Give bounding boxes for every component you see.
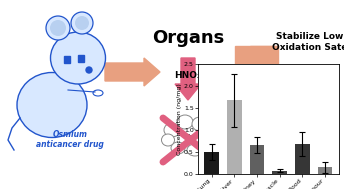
FancyArrow shape [254, 60, 282, 128]
Text: HNO₃: HNO₃ [174, 71, 202, 81]
Text: Os: Os [185, 134, 195, 140]
Y-axis label: Concentration (ng/mg): Concentration (ng/mg) [178, 83, 182, 155]
Bar [318, 167, 332, 174]
Bar [204, 152, 219, 174]
Ellipse shape [205, 123, 219, 136]
Ellipse shape [50, 20, 66, 36]
Ellipse shape [164, 123, 180, 137]
Ellipse shape [75, 16, 89, 30]
Text: Stabilize Low
Oxidation Sate: Stabilize Low Oxidation Sate [272, 32, 344, 52]
Text: Organs: Organs [152, 29, 224, 47]
Ellipse shape [201, 136, 215, 149]
Bar [250, 46, 278, 68]
Bar [295, 144, 310, 174]
Ellipse shape [161, 134, 174, 146]
Ellipse shape [51, 32, 106, 84]
Ellipse shape [192, 117, 208, 131]
Text: O: O [202, 126, 206, 132]
Bar [272, 171, 287, 174]
Ellipse shape [177, 115, 193, 129]
Ellipse shape [46, 16, 70, 40]
Text: O: O [178, 145, 182, 149]
Text: O: O [174, 126, 178, 132]
Circle shape [86, 67, 92, 73]
Bar [78, 55, 84, 62]
Text: Osmium
anticancer drug: Osmium anticancer drug [36, 130, 104, 149]
Ellipse shape [171, 142, 185, 154]
Ellipse shape [187, 144, 203, 156]
Ellipse shape [71, 12, 93, 34]
Bar [64, 56, 70, 63]
Text: O: O [198, 145, 202, 149]
Ellipse shape [17, 73, 87, 138]
Bar [250, 145, 264, 174]
FancyArrow shape [105, 58, 160, 86]
Bar [227, 100, 241, 174]
FancyArrow shape [175, 58, 201, 100]
FancyArrow shape [235, 46, 277, 64]
